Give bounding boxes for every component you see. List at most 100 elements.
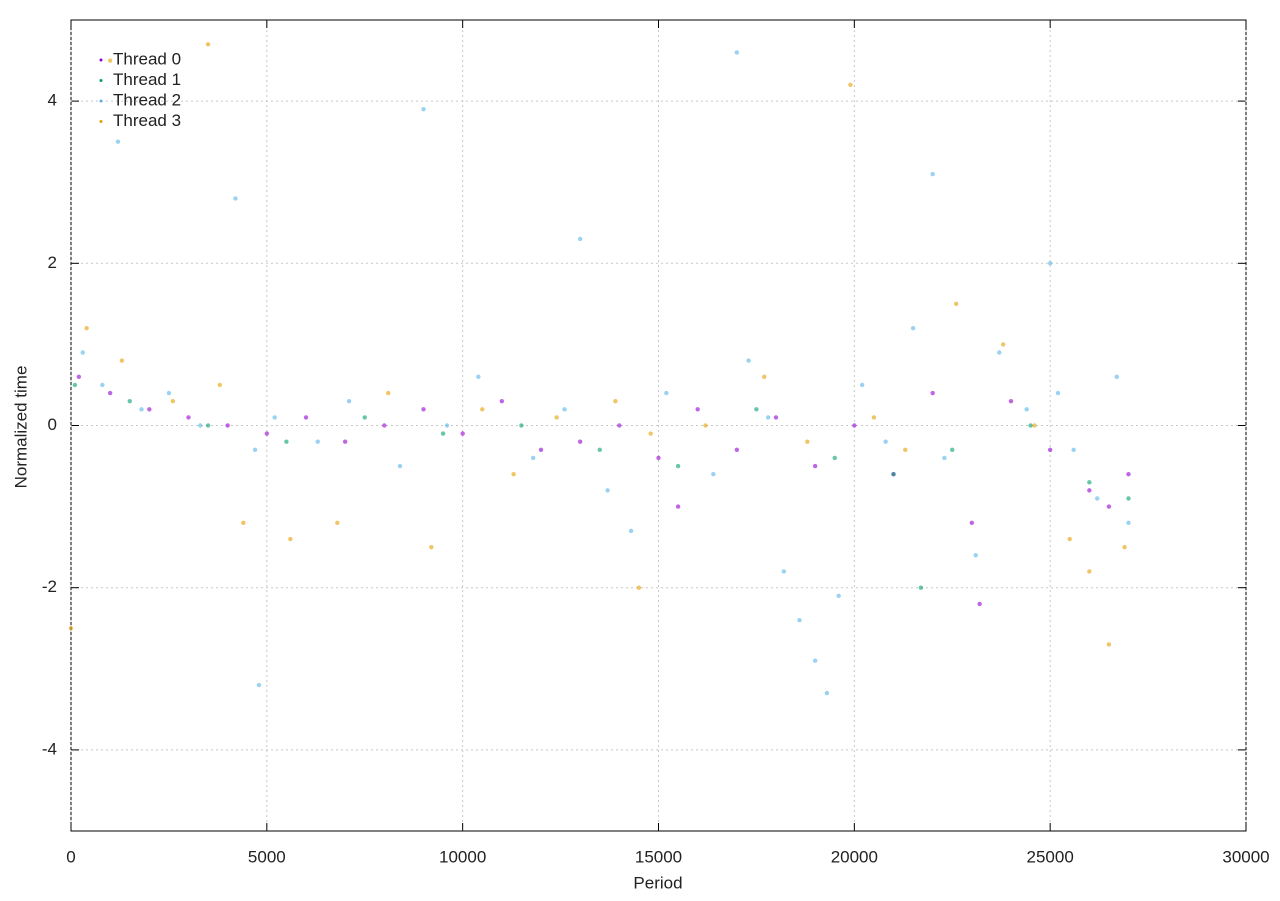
point (342, 439, 348, 444)
point (1032, 423, 1037, 428)
point (762, 374, 767, 380)
point (675, 504, 681, 509)
x-tick-label: 15000 (635, 847, 682, 866)
point (147, 407, 152, 412)
point (903, 447, 908, 453)
point (754, 407, 759, 412)
legend-label: Thread 0 (113, 49, 181, 68)
point (1047, 261, 1053, 266)
point (499, 398, 505, 404)
point (656, 455, 661, 461)
point (918, 585, 924, 590)
point (746, 358, 751, 363)
point (832, 455, 837, 461)
point (824, 690, 830, 696)
point (628, 528, 634, 534)
point (264, 431, 270, 436)
y-tick-label: -4 (42, 739, 57, 758)
point (252, 447, 258, 453)
point (460, 431, 465, 436)
y-axis-title: Normalized time (11, 366, 30, 489)
point (636, 585, 642, 590)
point (100, 382, 105, 388)
point (421, 107, 426, 112)
point (836, 593, 841, 599)
legend-marker (99, 120, 103, 123)
point (429, 544, 434, 550)
point (891, 471, 896, 477)
point (107, 390, 113, 396)
point (217, 382, 223, 388)
point (382, 423, 387, 428)
point (675, 463, 681, 469)
y-tick-label: -2 (42, 577, 57, 596)
point (577, 236, 583, 242)
legend-label: Thread 3 (113, 111, 181, 130)
point (942, 455, 947, 461)
point (1126, 520, 1131, 526)
point (186, 415, 191, 420)
point (617, 423, 622, 428)
point (765, 415, 771, 420)
point (107, 58, 113, 63)
point (781, 569, 787, 574)
x-tick-label: 0 (66, 847, 75, 866)
point (1024, 407, 1029, 412)
y-tick-label: 2 (48, 253, 57, 272)
point (1126, 471, 1131, 477)
point (554, 415, 559, 420)
point (362, 415, 367, 420)
point (241, 520, 246, 526)
point (170, 398, 176, 404)
point (805, 439, 810, 444)
point (734, 447, 740, 453)
point (519, 423, 524, 428)
point (711, 471, 716, 477)
point (233, 196, 238, 201)
point (511, 471, 516, 477)
point (476, 374, 481, 380)
point (664, 390, 669, 396)
legend-marker (99, 79, 103, 82)
point (76, 374, 82, 380)
point (1106, 504, 1112, 509)
point (397, 463, 403, 469)
point (812, 658, 818, 663)
point (969, 520, 975, 526)
point (119, 358, 125, 363)
point (80, 350, 85, 355)
point (530, 455, 536, 461)
point (613, 398, 618, 404)
legend-label: Thread 2 (113, 90, 181, 109)
point (797, 617, 802, 623)
point (1055, 390, 1061, 396)
point (1122, 544, 1127, 550)
point (852, 423, 857, 428)
point (1114, 374, 1119, 380)
point (198, 423, 203, 428)
point (335, 520, 340, 526)
point (1067, 536, 1072, 542)
point (577, 439, 583, 444)
point (1106, 642, 1112, 647)
point (953, 301, 959, 307)
y-tick-label: 4 (48, 91, 57, 110)
point (695, 407, 700, 412)
point (440, 431, 446, 436)
x-axis-title: Period (633, 873, 682, 892)
point (1071, 447, 1076, 453)
point (883, 439, 888, 444)
point (84, 325, 89, 331)
point (1028, 423, 1033, 428)
point (1094, 496, 1100, 501)
point (910, 325, 916, 331)
point (1047, 447, 1053, 453)
point (1087, 569, 1092, 574)
point (421, 407, 426, 412)
x-tick-label: 25000 (1027, 847, 1074, 866)
point (538, 447, 544, 453)
legend-marker (99, 99, 103, 103)
point (950, 447, 955, 453)
point (1008, 398, 1014, 404)
